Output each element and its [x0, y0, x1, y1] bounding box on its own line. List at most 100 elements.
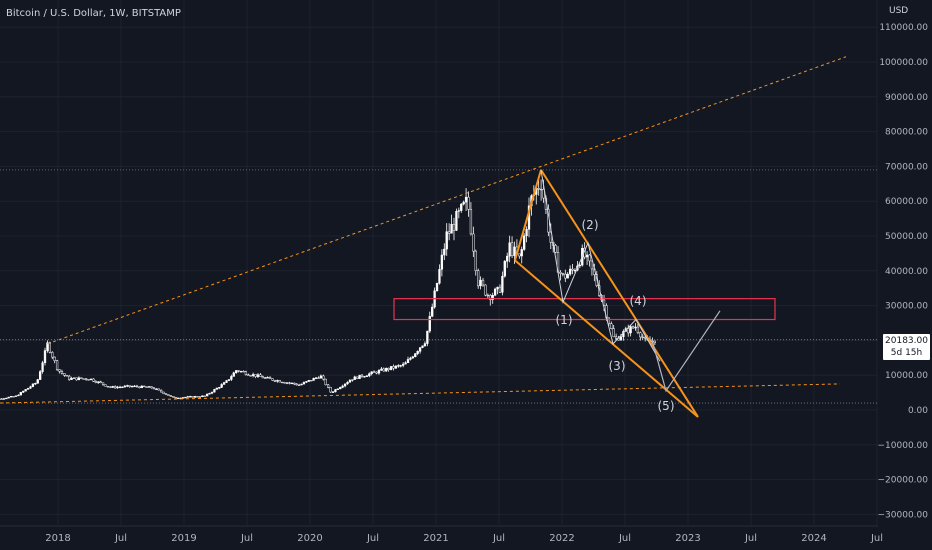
candle-body [198, 396, 202, 398]
candle-body [26, 387, 30, 390]
candle-body [467, 196, 470, 210]
price-tick-label: 0.00 [908, 406, 928, 416]
candle-body [498, 286, 502, 293]
candle-body [457, 210, 460, 212]
wave-label: (1) [556, 313, 573, 327]
price-tick-label: −10000.00 [878, 441, 929, 451]
candle-body [254, 374, 257, 377]
candle-body [571, 268, 574, 271]
candle-body [196, 396, 199, 398]
candle-body [300, 383, 303, 386]
candle-body [619, 336, 623, 341]
time-tick-label: Jul [114, 533, 127, 544]
candle-body [225, 380, 228, 383]
candle-body [43, 350, 47, 364]
candle-body [351, 379, 354, 381]
candle-body [24, 389, 27, 392]
candle-body [109, 386, 112, 388]
reference-lines [0, 169, 878, 404]
candle-body [140, 385, 143, 389]
candle-body [75, 377, 78, 381]
candle-body [266, 377, 269, 379]
candle-body [128, 385, 131, 387]
candle-body [77, 377, 81, 381]
candle-body [19, 392, 22, 396]
candle-body [227, 379, 231, 381]
time-tick-label: 2024 [801, 533, 826, 544]
candle-body [5, 397, 8, 400]
candle-body [0, 398, 3, 400]
candle-body [259, 374, 262, 377]
candle-body [176, 397, 180, 400]
candle-body [365, 375, 369, 377]
candle-body [281, 381, 284, 384]
chart-title: Bitcoin / U.S. Dollar, 1W, BITSTAMP [6, 8, 181, 19]
candle-body [310, 380, 313, 382]
time-tick-label: Jul [492, 533, 505, 544]
candle-body [452, 223, 456, 231]
candle-body [84, 378, 88, 380]
candle-body [87, 379, 90, 381]
candle-body [237, 370, 240, 372]
candle-body [317, 377, 320, 379]
candle-body [242, 370, 245, 373]
candle-body [360, 374, 364, 378]
candle-body [443, 248, 446, 256]
candle-body [368, 373, 371, 377]
candle-body [12, 396, 15, 398]
candle-body [590, 260, 594, 270]
candle-body [288, 382, 291, 384]
candle-body [392, 366, 395, 369]
candle-body [491, 295, 494, 300]
candle-body [123, 385, 127, 388]
price-tick-label: −20000.00 [878, 476, 929, 486]
time-tick-label: Jul [240, 533, 253, 544]
candle-body [82, 378, 85, 380]
wedge-lower-line [514, 259, 699, 418]
candle-body [169, 395, 172, 397]
candle-body [116, 386, 119, 389]
candle-body [34, 383, 37, 385]
wave-path [540, 169, 661, 362]
candle-body [469, 209, 473, 235]
candle-body [201, 395, 204, 398]
candle-body [138, 386, 141, 389]
candle-body [220, 384, 223, 388]
time-tick-label: 2023 [675, 533, 700, 544]
candles [0, 179, 656, 400]
candle-body [36, 379, 39, 384]
candle-body [65, 375, 68, 377]
candle-body [486, 294, 490, 297]
candle-body [421, 345, 424, 348]
candle-body [496, 286, 499, 290]
wedge-upper-line [540, 169, 699, 418]
candle-body [261, 376, 264, 379]
candle-body [636, 326, 640, 333]
candle-body [130, 386, 134, 388]
candle-body [118, 386, 122, 389]
candle-body [147, 386, 151, 388]
candle-body [186, 396, 189, 398]
candle-body [416, 351, 419, 354]
candle-body [92, 378, 95, 382]
candle-body [631, 326, 635, 329]
candle-body [210, 391, 214, 394]
price-axis: 110000.00 100000.00 90000.00 80000.00 70000.… [878, 23, 929, 520]
candle-body [438, 269, 441, 284]
currency-label: USD [889, 6, 908, 16]
candle-body [143, 385, 146, 388]
candle-body [363, 376, 366, 378]
candle-body [145, 386, 148, 388]
candle-body [375, 371, 378, 374]
candle-body [305, 381, 308, 383]
candle-body [157, 388, 160, 391]
candle-body [348, 380, 352, 383]
candle-body [174, 396, 177, 399]
wave-labels: (1) (2) (3) (4) (5) [556, 218, 675, 413]
candle-body [399, 365, 402, 367]
candle-body [31, 383, 35, 387]
grid-lines [0, 0, 878, 527]
candle-body [121, 386, 124, 389]
candle-body [89, 378, 93, 381]
